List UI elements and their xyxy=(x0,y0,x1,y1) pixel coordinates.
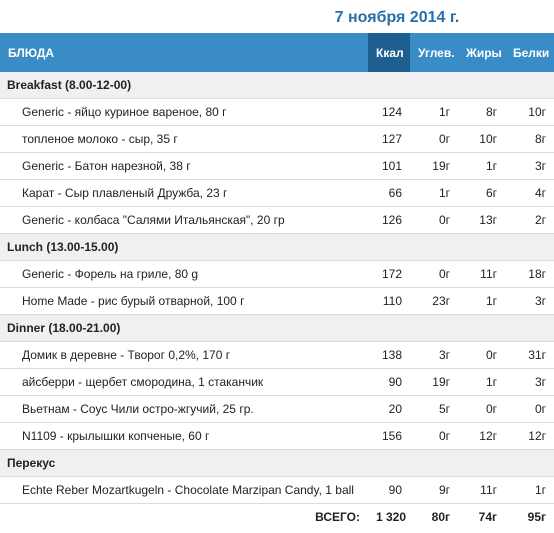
total-label: ВСЕГО: xyxy=(315,510,360,524)
food-row: Generic - яйцо куриное вареное, 80 г 124 1… xyxy=(0,98,554,126)
food-value: 1г xyxy=(505,476,554,504)
food-value: 126 xyxy=(368,206,410,234)
food-value: 90 xyxy=(368,476,410,504)
column-header: Углев. xyxy=(410,33,458,72)
food-row: Карат - Сыр плавленый Дружба, 23 г 66 1г 6г… xyxy=(0,179,554,207)
food-value: 10г xyxy=(458,125,505,153)
food-value: 110 xyxy=(368,287,410,315)
nutrition-table: БЛЮДА Ккал Углев. Жиры Белки Breakfast (8.00… xyxy=(0,33,554,530)
food-name: Карат - Сыр плавленый Дружба, 23 г xyxy=(0,179,368,207)
food-name: Generic - яйцо куриное вареное, 80 г xyxy=(0,98,368,126)
food-value: 3г xyxy=(410,341,458,369)
food-row: топленое молоко - сыр, 35 г 127 0г 10г 8г xyxy=(0,125,554,153)
section-row: Lunch (13.00-15.00) xyxy=(0,233,554,261)
food-value: 2г xyxy=(505,206,554,234)
food-value: 1г xyxy=(410,98,458,126)
food-row: айсберри - щербет смородина, 1 стаканчик… xyxy=(0,368,554,396)
date-title: 7 ноября 2014 г. xyxy=(334,9,460,26)
total-value: 95г xyxy=(527,510,546,524)
column-header: БЛЮДА xyxy=(0,33,368,72)
food-value: 156 xyxy=(368,422,410,450)
column-header: Жиры xyxy=(458,33,505,72)
total-row: ВСЕГО: 1 320 80г 74г 95г xyxy=(0,504,554,531)
total-value: 1 320 xyxy=(376,510,407,524)
food-name: Generic - Батон нарезной, 38 г xyxy=(0,152,368,180)
food-value: 19г xyxy=(410,368,458,396)
section-title: Перекус xyxy=(0,449,554,477)
food-value: 0г xyxy=(410,422,458,450)
food-value: 0г xyxy=(410,125,458,153)
food-value: 11г xyxy=(458,260,505,288)
food-value: 0г xyxy=(410,260,458,288)
food-row: Generic - Форель на гриле, 80 g 172 0г 11г 1… xyxy=(0,260,554,288)
section-row: Dinner (18.00-21.00) xyxy=(0,314,554,342)
food-value: 8г xyxy=(505,125,554,153)
food-value: 90 xyxy=(368,368,410,396)
food-row: Generic - Батон нарезной, 38 г 101 19г 1г 3г xyxy=(0,152,554,180)
food-name: N1109 - крылышки копченые, 60 г xyxy=(0,422,368,450)
food-value: 12г xyxy=(458,422,505,450)
food-value: 18г xyxy=(505,260,554,288)
food-name: Вьетнам - Соус Чили остро-жгучий, 25 гр. xyxy=(0,395,368,423)
food-value: 124 xyxy=(368,98,410,126)
header-row: БЛЮДА Ккал Углев. Жиры Белки xyxy=(0,33,554,72)
food-value: 3г xyxy=(505,287,554,315)
total-value: 80г xyxy=(431,510,450,524)
food-value: 9г xyxy=(410,476,458,504)
food-name: Home Made - рис бурый отварной, 100 г xyxy=(0,287,368,315)
food-value: 20 xyxy=(368,395,410,423)
food-name: айсберри - щербет смородина, 1 стаканчик xyxy=(0,368,368,396)
food-value: 172 xyxy=(368,260,410,288)
food-value: 101 xyxy=(368,152,410,180)
food-value: 5г xyxy=(410,395,458,423)
food-name: Generic - колбаса "Салями Итальянская", … xyxy=(0,206,368,234)
section-row: Breakfast (8.00-12-00) xyxy=(0,72,554,99)
food-row: N1109 - крылышки копченые, 60 г 156 0г 12г 1… xyxy=(0,422,554,450)
section-title: Lunch (13.00-15.00) xyxy=(0,233,554,261)
food-name: Echte Reber Mozartkugeln - Chocolate Mar… xyxy=(0,476,368,504)
food-value: 31г xyxy=(505,341,554,369)
food-value: 1г xyxy=(410,179,458,207)
food-value: 8г xyxy=(458,98,505,126)
food-value: 127 xyxy=(368,125,410,153)
column-header: Белки xyxy=(505,33,554,72)
food-name: Generic - Форель на гриле, 80 g xyxy=(0,260,368,288)
food-row: Home Made - рис бурый отварной, 100 г 110… xyxy=(0,287,554,315)
food-value: 66 xyxy=(368,179,410,207)
food-row: Домик в деревне - Творог 0,2%, 170 г 138 3… xyxy=(0,341,554,369)
food-value: 6г xyxy=(458,179,505,207)
food-row: Generic - колбаса "Салями Итальянская", … xyxy=(0,206,554,234)
food-value: 1г xyxy=(458,152,505,180)
column-header: Ккал xyxy=(368,33,410,72)
food-value: 138 xyxy=(368,341,410,369)
section-title: Breakfast (8.00-12-00) xyxy=(0,72,554,99)
food-row: Echte Reber Mozartkugeln - Chocolate Mar… xyxy=(0,476,554,504)
food-value: 12г xyxy=(505,422,554,450)
food-value: 4г xyxy=(505,179,554,207)
food-value: 19г xyxy=(410,152,458,180)
food-value: 3г xyxy=(505,152,554,180)
section-row: Перекус xyxy=(0,449,554,477)
total-value: 74г xyxy=(478,510,497,524)
food-value: 0г xyxy=(410,206,458,234)
food-value: 0г xyxy=(505,395,554,423)
food-row: Вьетнам - Соус Чили остро-жгучий, 25 гр.… xyxy=(0,395,554,423)
food-value: 0г xyxy=(458,395,505,423)
section-title: Dinner (18.00-21.00) xyxy=(0,314,554,342)
food-name: топленое молоко - сыр, 35 г xyxy=(0,125,368,153)
food-value: 10г xyxy=(505,98,554,126)
food-value: 1г xyxy=(458,368,505,396)
food-value: 11г xyxy=(458,476,505,504)
food-name: Домик в деревне - Творог 0,2%, 170 г xyxy=(0,341,368,369)
food-value: 3г xyxy=(505,368,554,396)
food-value: 1г xyxy=(458,287,505,315)
food-value: 0г xyxy=(458,341,505,369)
food-value: 23г xyxy=(410,287,458,315)
food-value: 13г xyxy=(458,206,505,234)
